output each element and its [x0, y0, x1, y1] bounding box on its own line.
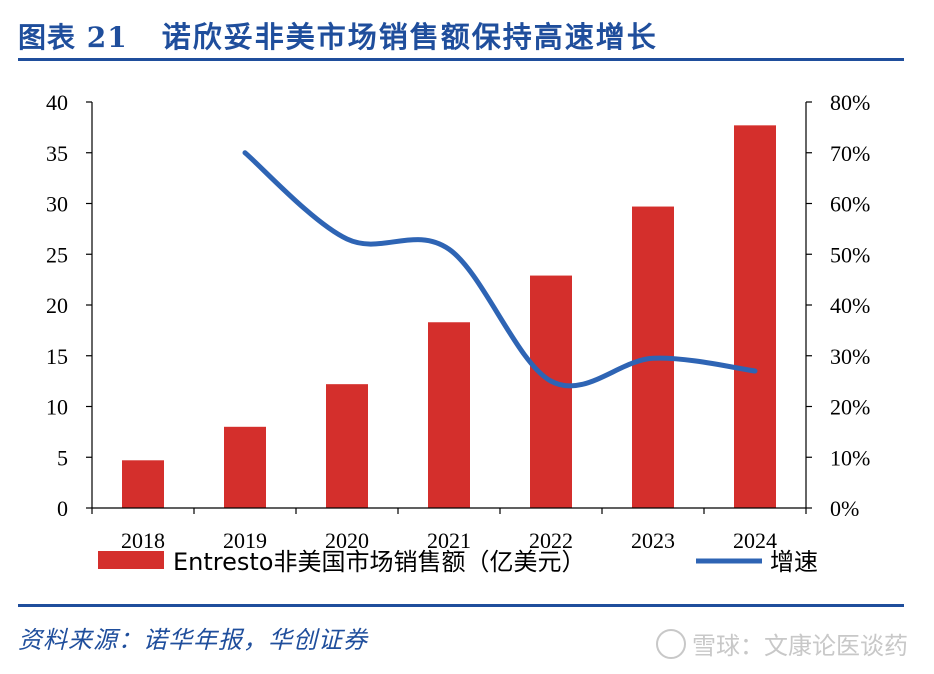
- left-tick-label: 20: [46, 293, 68, 318]
- left-tick-label: 25: [46, 242, 68, 267]
- source-divider: [18, 604, 904, 607]
- bar-2022: [530, 275, 572, 508]
- snowball-logo-icon: [656, 628, 686, 659]
- right-tick-label: 20%: [830, 395, 870, 420]
- source-note: 资料来源：诺华年报，华创证券: [18, 626, 368, 654]
- left-tick-label: 35: [46, 141, 68, 166]
- right-tick-label: 40%: [830, 293, 870, 318]
- right-tick-label: 80%: [830, 90, 870, 115]
- x-tick-label: 2022: [529, 528, 573, 553]
- left-tick-label: 30: [46, 192, 68, 217]
- legend-bar-label: Entresto非美国市场销售额（亿美元）: [173, 548, 586, 576]
- right-tick-label: 70%: [830, 141, 870, 166]
- title-divider: [18, 58, 904, 61]
- chart-title: 诺欣妥非美市场销售额保持高速增长: [161, 20, 658, 54]
- right-tick-label: 0%: [830, 496, 859, 521]
- right-tick-label: 10%: [830, 445, 870, 470]
- chart-title-row: 图表 21 诺欣妥非美市场销售额保持高速增长: [18, 14, 658, 54]
- figure-number: 图表 21: [18, 21, 128, 54]
- bar-2020: [326, 384, 368, 508]
- left-tick-label: 5: [57, 445, 68, 470]
- right-tick-label: 30%: [830, 344, 870, 369]
- x-tick-label: 2020: [325, 528, 369, 553]
- left-tick-label: 15: [46, 344, 68, 369]
- watermark: 雪球：文康论医谈药: [656, 626, 908, 661]
- bar-2018: [122, 460, 164, 508]
- bar-2021: [428, 322, 470, 508]
- legend-line-label: 增速: [770, 548, 818, 576]
- x-tick-label: 2024: [733, 528, 777, 553]
- x-tick-label: 2021: [427, 528, 471, 553]
- left-tick-label: 40: [46, 90, 68, 115]
- left-tick-label: 0: [57, 496, 68, 521]
- bar-2019: [224, 426, 266, 508]
- left-tick-label: 10: [46, 395, 68, 420]
- x-tick-label: 2023: [631, 528, 675, 553]
- bar-2024: [734, 125, 776, 508]
- x-tick-label: 2018: [121, 528, 165, 553]
- watermark-text: 雪球：文康论医谈药: [692, 632, 908, 660]
- chart-canvas: 0 5 10 15 20 25 30 35 40 0% 10% 20% 30% 40% 50% 60% 70% 8…: [46, 90, 870, 576]
- legend-bar-swatch: [98, 551, 164, 569]
- x-tick-label: 2019: [223, 528, 267, 553]
- growth-rate-line: [242, 150, 758, 389]
- right-tick-label: 50%: [830, 242, 870, 267]
- right-tick-label: 60%: [830, 192, 870, 217]
